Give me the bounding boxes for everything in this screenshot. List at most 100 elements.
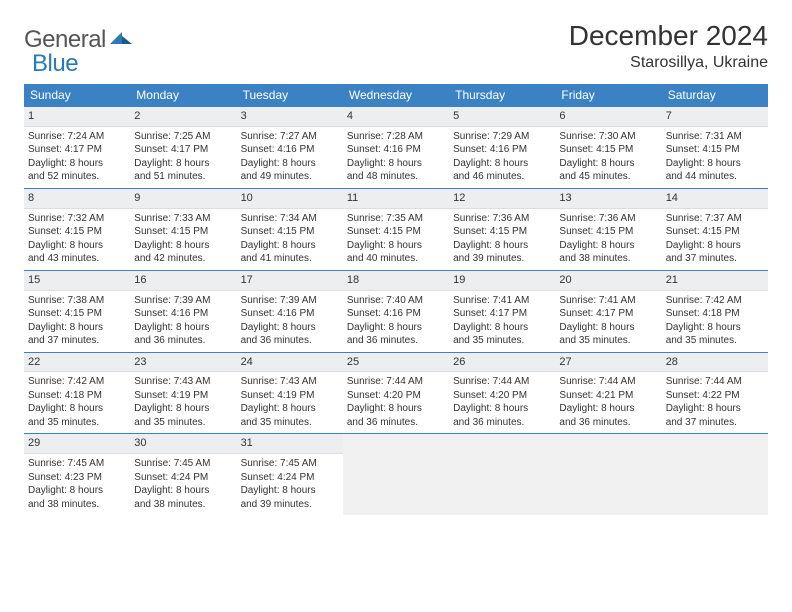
- day-line-sunset: Sunset: 4:15 PM: [28, 307, 126, 321]
- day-line-day2: and 44 minutes.: [666, 170, 764, 184]
- week-row: 8Sunrise: 7:32 AMSunset: 4:15 PMDaylight…: [24, 188, 768, 270]
- day-line-day2: and 35 minutes.: [666, 334, 764, 348]
- day-line-day2: and 37 minutes.: [28, 334, 126, 348]
- week-row: 1Sunrise: 7:24 AMSunset: 4:17 PMDaylight…: [24, 106, 768, 188]
- day-line-sunrise: Sunrise: 7:39 AM: [241, 294, 339, 308]
- day-number: 21: [662, 271, 768, 291]
- day-cell: 7Sunrise: 7:31 AMSunset: 4:15 PMDaylight…: [662, 107, 768, 188]
- week-row: 15Sunrise: 7:38 AMSunset: 4:15 PMDayligh…: [24, 270, 768, 352]
- day-line-day1: Daylight: 8 hours: [241, 484, 339, 498]
- day-line-sunset: Sunset: 4:19 PM: [241, 389, 339, 403]
- day-line-day1: Daylight: 8 hours: [453, 239, 551, 253]
- day-line-sunset: Sunset: 4:15 PM: [559, 225, 657, 239]
- day-content: Sunrise: 7:39 AMSunset: 4:16 PMDaylight:…: [130, 291, 236, 352]
- day-header: Friday: [555, 84, 661, 106]
- day-line-day2: and 36 minutes.: [347, 334, 445, 348]
- day-line-sunset: Sunset: 4:18 PM: [28, 389, 126, 403]
- day-line-day1: Daylight: 8 hours: [241, 321, 339, 335]
- day-cell: 21Sunrise: 7:42 AMSunset: 4:18 PMDayligh…: [662, 271, 768, 352]
- day-number: 27: [555, 353, 661, 373]
- day-content: Sunrise: 7:27 AMSunset: 4:16 PMDaylight:…: [237, 127, 343, 188]
- day-cell: 5Sunrise: 7:29 AMSunset: 4:16 PMDaylight…: [449, 107, 555, 188]
- day-content: Sunrise: 7:30 AMSunset: 4:15 PMDaylight:…: [555, 127, 661, 188]
- day-header: Wednesday: [343, 84, 449, 106]
- header: General December 2024 Starosillya, Ukrai…: [24, 20, 768, 72]
- day-line-sunrise: Sunrise: 7:33 AM: [134, 212, 232, 226]
- day-line-day1: Daylight: 8 hours: [347, 239, 445, 253]
- day-line-day2: and 43 minutes.: [28, 252, 126, 266]
- day-number: 31: [237, 434, 343, 454]
- day-line-day1: Daylight: 8 hours: [559, 321, 657, 335]
- day-line-sunset: Sunset: 4:20 PM: [347, 389, 445, 403]
- day-content: Sunrise: 7:41 AMSunset: 4:17 PMDaylight:…: [555, 291, 661, 352]
- day-line-sunset: Sunset: 4:15 PM: [28, 225, 126, 239]
- day-number: 26: [449, 353, 555, 373]
- day-line-sunset: Sunset: 4:16 PM: [453, 143, 551, 157]
- day-cell: 12Sunrise: 7:36 AMSunset: 4:15 PMDayligh…: [449, 189, 555, 270]
- day-line-day1: Daylight: 8 hours: [134, 321, 232, 335]
- day-line-day1: Daylight: 8 hours: [134, 157, 232, 171]
- day-number: 15: [24, 271, 130, 291]
- day-cell: 6Sunrise: 7:30 AMSunset: 4:15 PMDaylight…: [555, 107, 661, 188]
- day-number: 12: [449, 189, 555, 209]
- day-content: Sunrise: 7:37 AMSunset: 4:15 PMDaylight:…: [662, 209, 768, 270]
- day-line-day2: and 36 minutes.: [241, 334, 339, 348]
- day-line-sunrise: Sunrise: 7:45 AM: [241, 457, 339, 471]
- day-line-sunset: Sunset: 4:15 PM: [241, 225, 339, 239]
- day-cell: 22Sunrise: 7:42 AMSunset: 4:18 PMDayligh…: [24, 353, 130, 434]
- day-number: 3: [237, 107, 343, 127]
- day-number: 2: [130, 107, 236, 127]
- day-line-sunset: Sunset: 4:15 PM: [347, 225, 445, 239]
- day-line-sunrise: Sunrise: 7:24 AM: [28, 130, 126, 144]
- day-line-sunrise: Sunrise: 7:27 AM: [241, 130, 339, 144]
- day-cell: 9Sunrise: 7:33 AMSunset: 4:15 PMDaylight…: [130, 189, 236, 270]
- day-line-sunrise: Sunrise: 7:44 AM: [347, 375, 445, 389]
- day-line-sunrise: Sunrise: 7:39 AM: [134, 294, 232, 308]
- day-content: Sunrise: 7:36 AMSunset: 4:15 PMDaylight:…: [449, 209, 555, 270]
- day-content: Sunrise: 7:35 AMSunset: 4:15 PMDaylight:…: [343, 209, 449, 270]
- day-content: Sunrise: 7:44 AMSunset: 4:22 PMDaylight:…: [662, 372, 768, 433]
- day-line-day1: Daylight: 8 hours: [241, 239, 339, 253]
- day-content: Sunrise: 7:31 AMSunset: 4:15 PMDaylight:…: [662, 127, 768, 188]
- day-line-sunset: Sunset: 4:17 PM: [28, 143, 126, 157]
- day-line-sunrise: Sunrise: 7:31 AM: [666, 130, 764, 144]
- day-line-sunrise: Sunrise: 7:45 AM: [28, 457, 126, 471]
- day-content: Sunrise: 7:43 AMSunset: 4:19 PMDaylight:…: [237, 372, 343, 433]
- calendar: SundayMondayTuesdayWednesdayThursdayFrid…: [24, 84, 768, 515]
- day-line-day2: and 35 minutes.: [453, 334, 551, 348]
- day-line-sunset: Sunset: 4:16 PM: [241, 307, 339, 321]
- day-header: Monday: [130, 84, 236, 106]
- day-line-day2: and 41 minutes.: [241, 252, 339, 266]
- day-content: Sunrise: 7:45 AMSunset: 4:23 PMDaylight:…: [24, 454, 130, 515]
- day-number: 24: [237, 353, 343, 373]
- day-number: 6: [555, 107, 661, 127]
- day-header-row: SundayMondayTuesdayWednesdayThursdayFrid…: [24, 84, 768, 106]
- day-line-day1: Daylight: 8 hours: [666, 239, 764, 253]
- day-line-sunrise: Sunrise: 7:41 AM: [559, 294, 657, 308]
- title-block: December 2024 Starosillya, Ukraine: [569, 20, 768, 72]
- day-line-sunset: Sunset: 4:19 PM: [134, 389, 232, 403]
- day-line-day1: Daylight: 8 hours: [666, 402, 764, 416]
- day-content: Sunrise: 7:24 AMSunset: 4:17 PMDaylight:…: [24, 127, 130, 188]
- day-line-sunset: Sunset: 4:16 PM: [134, 307, 232, 321]
- day-number: 22: [24, 353, 130, 373]
- day-number: 19: [449, 271, 555, 291]
- day-line-day1: Daylight: 8 hours: [347, 321, 445, 335]
- day-number: 1: [24, 107, 130, 127]
- day-number: 9: [130, 189, 236, 209]
- day-content: Sunrise: 7:44 AMSunset: 4:21 PMDaylight:…: [555, 372, 661, 433]
- day-line-day1: Daylight: 8 hours: [28, 157, 126, 171]
- day-line-sunset: Sunset: 4:18 PM: [666, 307, 764, 321]
- day-line-sunset: Sunset: 4:16 PM: [241, 143, 339, 157]
- day-line-sunrise: Sunrise: 7:43 AM: [134, 375, 232, 389]
- day-line-sunrise: Sunrise: 7:44 AM: [666, 375, 764, 389]
- day-line-day2: and 46 minutes.: [453, 170, 551, 184]
- day-header: Tuesday: [237, 84, 343, 106]
- day-cell: 24Sunrise: 7:43 AMSunset: 4:19 PMDayligh…: [237, 353, 343, 434]
- day-number: 11: [343, 189, 449, 209]
- day-cell: 30Sunrise: 7:45 AMSunset: 4:24 PMDayligh…: [130, 434, 236, 515]
- day-cell: 18Sunrise: 7:40 AMSunset: 4:16 PMDayligh…: [343, 271, 449, 352]
- day-cell: 2Sunrise: 7:25 AMSunset: 4:17 PMDaylight…: [130, 107, 236, 188]
- day-cell: 20Sunrise: 7:41 AMSunset: 4:17 PMDayligh…: [555, 271, 661, 352]
- day-cell: 27Sunrise: 7:44 AMSunset: 4:21 PMDayligh…: [555, 353, 661, 434]
